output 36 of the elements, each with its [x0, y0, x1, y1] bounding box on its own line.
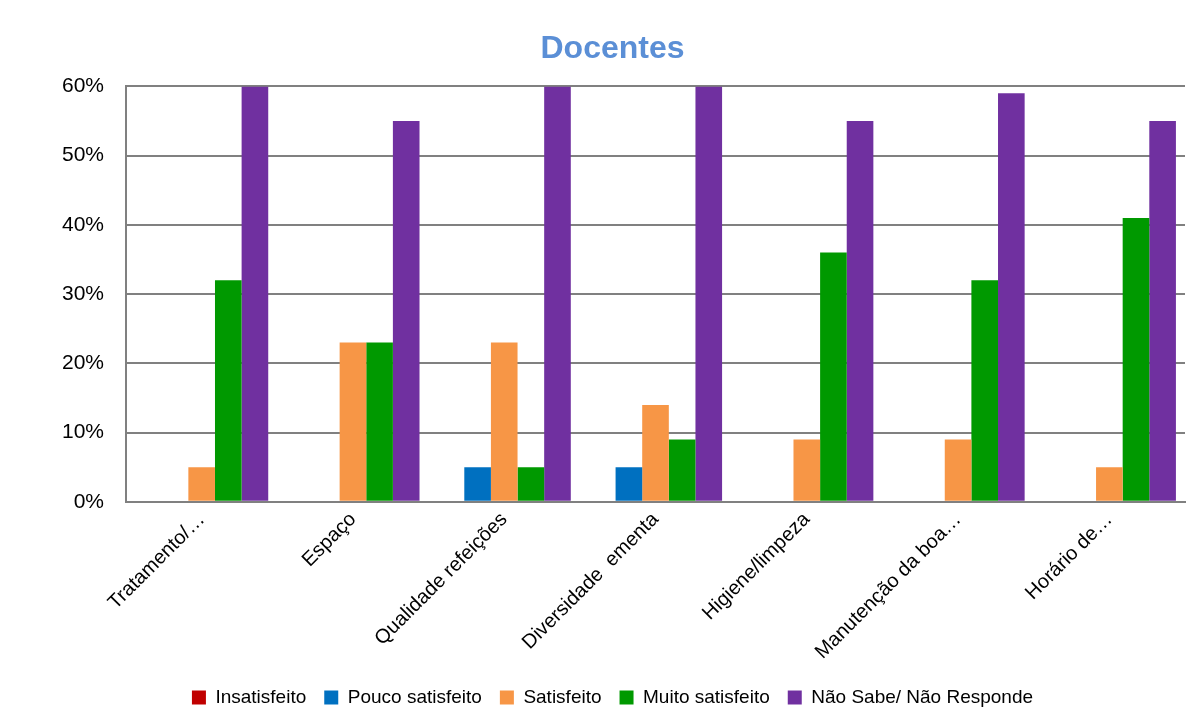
bar	[339, 342, 367, 501]
bar	[998, 93, 1025, 501]
legend-label: Satisfeito	[523, 685, 602, 707]
bar	[366, 342, 393, 501]
bar	[1096, 467, 1123, 501]
bar	[214, 280, 242, 501]
y-tick-label: 40%	[62, 211, 105, 235]
y-tick-label: 30%	[62, 280, 105, 304]
bar	[793, 439, 821, 501]
legend-label: Não Sabe/ Não Responde	[811, 685, 1034, 707]
legend-label: Muito satisfeito	[643, 685, 770, 707]
bar	[971, 280, 999, 501]
y-tick-label: 60%	[62, 73, 105, 97]
bar	[490, 342, 518, 501]
bar	[1122, 217, 1150, 501]
bar	[695, 86, 723, 501]
y-tick-label: 50%	[62, 142, 105, 166]
bar	[1149, 121, 1176, 501]
bar	[188, 467, 215, 501]
bar	[615, 467, 643, 501]
y-tick-label: 0%	[73, 488, 105, 512]
bar	[392, 121, 420, 501]
bar	[944, 439, 972, 501]
y-tick-label: 20%	[62, 350, 105, 374]
bar	[544, 86, 571, 501]
bar	[517, 467, 545, 501]
bar	[241, 86, 269, 501]
y-tick-label: 10%	[62, 419, 105, 443]
bar	[642, 404, 669, 501]
legend-label: Insatisfeito	[215, 685, 307, 707]
bar	[464, 467, 491, 501]
bar	[846, 121, 874, 501]
legend-label: Pouco satisfeito	[347, 685, 482, 707]
chart-title: Docentes	[540, 29, 685, 66]
bar	[820, 252, 847, 501]
bar	[668, 439, 696, 501]
